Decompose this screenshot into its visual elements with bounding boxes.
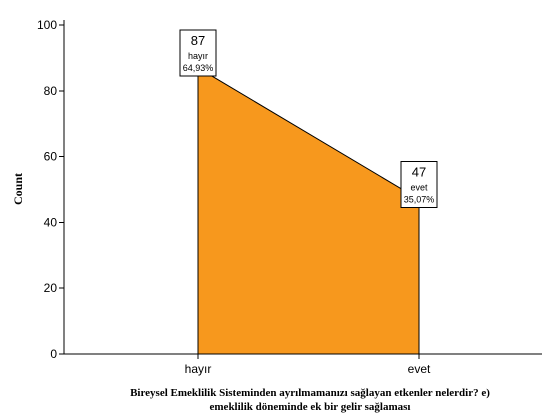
data-label-percent: 64,93% bbox=[183, 63, 214, 73]
data-label-count: 47 bbox=[412, 164, 426, 179]
chart-axes: 0 20 40 60 80 100 hayır evet bbox=[37, 18, 542, 376]
y-tick-label: 60 bbox=[44, 150, 58, 164]
data-label: 47 evet 35,07% bbox=[400, 160, 438, 208]
data-label-count: 87 bbox=[191, 33, 205, 48]
y-tick-label: 100 bbox=[37, 18, 57, 32]
x-axis-title-line-2: emeklilik döneminde ek bir gelir sağlama… bbox=[210, 401, 411, 413]
data-label-percent: 35,07% bbox=[404, 194, 435, 204]
x-axis-title-line-1: Bireysel Emeklilik Sisteminden ayrılmama… bbox=[130, 387, 490, 399]
data-label: 87 hayır 64,93% bbox=[179, 29, 217, 77]
data-label-category: hayır bbox=[188, 51, 208, 61]
x-tick-label: evet bbox=[408, 362, 431, 376]
area-series-count bbox=[197, 66, 420, 355]
y-tick-label: 20 bbox=[44, 281, 58, 295]
data-label-box bbox=[400, 160, 438, 208]
data-label-box bbox=[179, 29, 217, 77]
y-tick-label: 80 bbox=[44, 84, 58, 98]
y-tick-label: 40 bbox=[44, 215, 58, 229]
y-tick-label: 0 bbox=[50, 347, 57, 361]
chart-data-labels: 87 hayır 64,93% 47 evet 35,07% bbox=[179, 29, 438, 208]
y-axis-title: Count bbox=[11, 173, 25, 205]
data-label-category: evet bbox=[410, 182, 428, 192]
x-tick-label: hayır bbox=[185, 362, 212, 376]
chart-marks bbox=[197, 66, 420, 355]
